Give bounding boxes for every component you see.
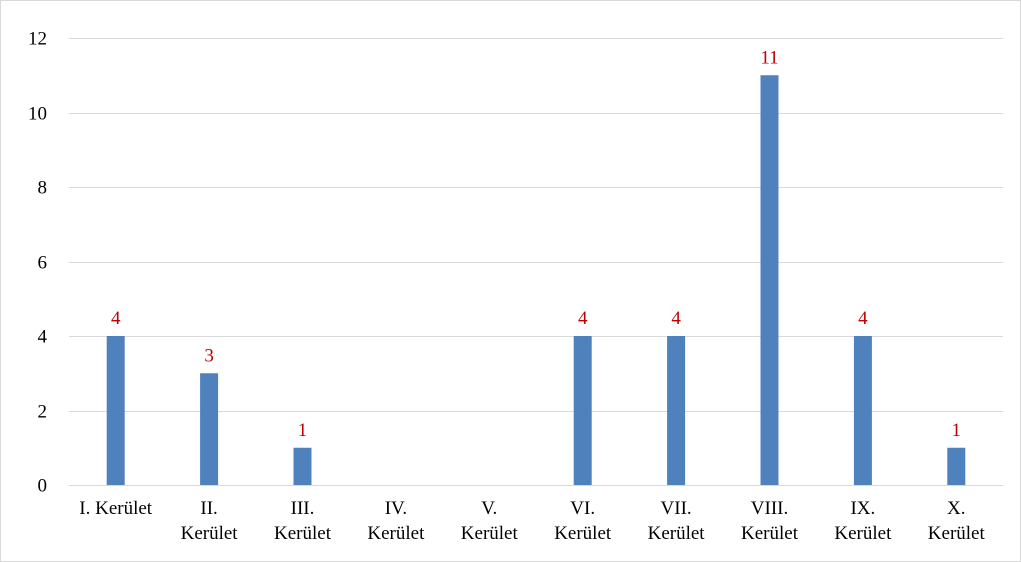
y-tick-label: 0 xyxy=(38,476,48,497)
data-label: 3 xyxy=(204,345,214,366)
x-tick-label: Kerület xyxy=(834,523,892,544)
x-tick-label: X. xyxy=(947,498,965,519)
x-tick-label: V. xyxy=(481,498,497,519)
bar[interactable] xyxy=(760,75,779,485)
y-tick-label: 4 xyxy=(38,327,48,348)
x-tick-label: II. xyxy=(200,498,217,519)
bar[interactable] xyxy=(853,336,872,485)
bar[interactable] xyxy=(106,336,125,485)
y-tick-label: 10 xyxy=(28,104,47,125)
x-tick-label: IV. xyxy=(385,498,407,519)
y-tick-label: 6 xyxy=(38,253,48,274)
data-label: 1 xyxy=(298,420,308,441)
data-label: 1 xyxy=(952,420,962,441)
x-tick-label: I. Kerület xyxy=(79,498,153,519)
x-tick-label: Kerület xyxy=(554,523,612,544)
x-tick-label: VI. xyxy=(570,498,595,519)
x-tick-label: Kerület xyxy=(461,523,519,544)
bar[interactable] xyxy=(573,336,592,485)
bar[interactable] xyxy=(947,447,966,485)
bar[interactable] xyxy=(293,447,312,485)
bar[interactable] xyxy=(667,336,686,485)
y-tick-label: 8 xyxy=(38,178,48,199)
y-tick-label: 12 xyxy=(28,29,47,50)
x-tick-label: Kerület xyxy=(181,523,239,544)
x-tick-label: III. xyxy=(291,498,315,519)
data-label: 4 xyxy=(578,308,588,329)
x-tick-label: Kerület xyxy=(741,523,799,544)
x-tick-label: Kerület xyxy=(274,523,332,544)
x-tick-label: VIII. xyxy=(751,498,788,519)
x-tick-label: Kerület xyxy=(648,523,706,544)
data-label: 4 xyxy=(858,308,868,329)
data-label: 4 xyxy=(671,308,681,329)
data-label: 11 xyxy=(760,47,778,68)
x-tick-label: IX. xyxy=(850,498,875,519)
x-tick-label: Kerület xyxy=(928,523,986,544)
x-tick-label: Kerület xyxy=(367,523,425,544)
data-label: 4 xyxy=(111,308,121,329)
x-tick-label: VII. xyxy=(661,498,692,519)
bar[interactable] xyxy=(200,373,219,485)
y-tick-label: 2 xyxy=(38,402,48,423)
